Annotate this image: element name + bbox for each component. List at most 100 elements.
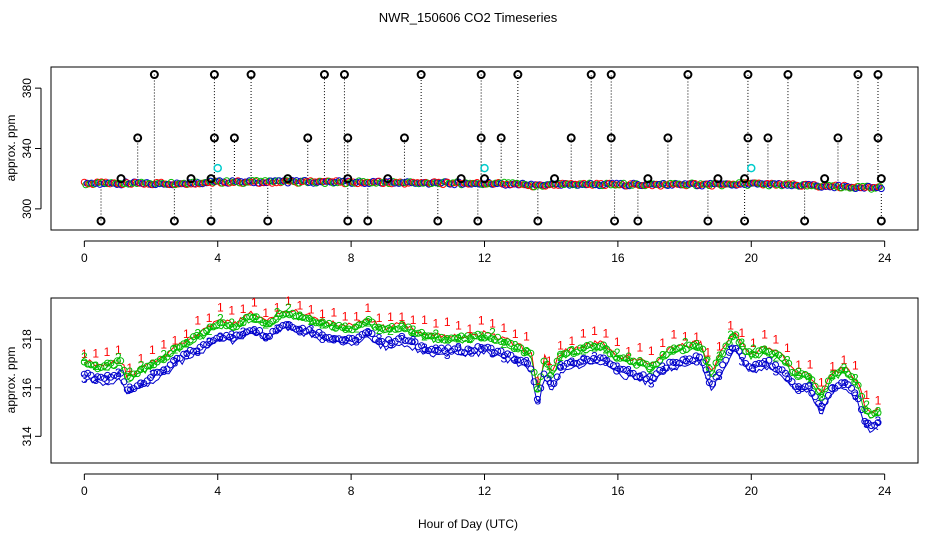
bottom-series-point	[345, 325, 353, 333]
bottom-series-label-3: 3	[875, 414, 882, 428]
bottom-series-point	[153, 368, 161, 376]
bottom-series-point	[616, 354, 624, 362]
bottom-series-label-1: 1	[444, 315, 451, 329]
bottom-series-label-2: 2	[693, 337, 700, 351]
bottom-series-label-1: 1	[104, 345, 111, 359]
bottom-series-point	[381, 340, 389, 348]
bottom-series-point	[216, 319, 224, 327]
bottom-series-point	[722, 356, 730, 364]
bottom-series-label-1: 1	[535, 374, 542, 388]
bottom-series-label-2: 2	[705, 354, 712, 368]
bottom-series-point	[295, 325, 303, 333]
bottom-series-point	[166, 361, 174, 369]
bottom-series-point	[487, 344, 495, 352]
bottom-series-label-2: 2	[92, 359, 99, 373]
bottom-series-point	[781, 358, 789, 366]
bottom-series-point	[368, 330, 376, 338]
bottom-series-point	[762, 347, 770, 355]
bottom-series-label-2: 2	[104, 360, 111, 374]
bottom-series-point	[798, 370, 806, 378]
bottom-series-label-2: 2	[727, 328, 734, 342]
bottom-series-label-2: 2	[784, 353, 791, 367]
bottom-series-label-2: 2	[296, 309, 303, 323]
bottom-series-label-2: 2	[739, 336, 746, 350]
bottom-series-point	[137, 379, 145, 387]
bottom-series-point	[342, 336, 350, 344]
bottom-series-label-3: 3	[206, 335, 213, 349]
bottom-x-tick-label: 4	[214, 484, 221, 498]
bottom-series-label-1: 1	[580, 326, 587, 340]
top-outlier-point	[473, 216, 483, 226]
top-outlier-point	[873, 70, 883, 80]
bottom-series-point	[358, 331, 366, 338]
bottom-series-label-3: 3	[773, 364, 780, 378]
bottom-series-point	[328, 323, 336, 331]
bottom-series-point	[295, 312, 303, 320]
bottom-series-point	[365, 329, 373, 336]
top-outlier-point	[683, 70, 693, 80]
top-outlier-point	[606, 133, 616, 143]
bottom-series-label-3: 3	[149, 368, 156, 382]
bottom-series-point	[299, 314, 307, 321]
bottom-series-point	[104, 359, 111, 367]
bottom-series-label-2: 2	[682, 336, 689, 350]
bottom-series-label-3: 3	[500, 352, 507, 366]
bottom-series-point	[275, 324, 283, 332]
bottom-series-point	[755, 360, 763, 367]
bottom-x-tick-label: 20	[745, 484, 759, 498]
bottom-series-point	[537, 384, 545, 392]
bottom-series-point	[874, 409, 882, 417]
bottom-series-point	[457, 348, 465, 356]
bottom-series-point	[213, 334, 221, 342]
bottom-series-point	[808, 376, 816, 384]
bottom-series-point	[404, 337, 412, 345]
bottom-series-point	[441, 336, 449, 344]
bottom-series-label-1: 1	[523, 329, 530, 343]
bottom-series-point	[428, 332, 436, 340]
bottom-series-label-1: 1	[682, 330, 689, 344]
bottom-series-point	[431, 346, 439, 354]
bottom-series-point	[570, 359, 578, 367]
bottom-series-point	[553, 357, 561, 365]
bottom-series-label-3: 3	[444, 348, 451, 362]
bottom-series-label-2: 2	[500, 337, 507, 351]
bottom-series-point	[735, 347, 743, 355]
bottom-series-point	[292, 325, 300, 333]
bottom-series-point	[510, 345, 518, 352]
bottom-series-point	[120, 366, 128, 374]
bottom-series-point	[586, 341, 594, 349]
bottom-series-point	[173, 354, 181, 362]
bottom-series-point	[130, 370, 138, 378]
bottom-series-point	[147, 374, 154, 382]
top-x-tick-label: 24	[878, 251, 892, 265]
bottom-series-label-1: 1	[705, 346, 712, 360]
bottom-series-point	[659, 351, 667, 358]
bottom-series-point	[517, 344, 525, 352]
bottom-series-point	[497, 338, 505, 345]
bottom-series-point	[633, 373, 641, 381]
bottom-series-point	[246, 313, 254, 321]
bottom-series-point	[266, 332, 273, 340]
bottom-series-label-3: 3	[750, 362, 757, 376]
bottom-series-point	[576, 344, 584, 352]
bottom-series-label-3: 3	[705, 369, 712, 383]
bottom-series-label-1: 1	[489, 317, 496, 331]
bottom-series-label-3: 3	[183, 349, 190, 363]
bottom-series-label-1: 1	[296, 299, 303, 313]
bottom-series-label-1: 1	[761, 328, 768, 342]
bottom-series-label-2: 2	[330, 319, 337, 333]
bottom-series-label-1: 1	[183, 327, 190, 341]
bottom-series-point	[312, 319, 320, 327]
bottom-series-point	[606, 360, 614, 368]
bottom-series-point	[170, 344, 178, 352]
bottom-series-point	[117, 357, 125, 365]
bottom-series-label-3: 3	[240, 325, 247, 339]
bottom-series-point	[755, 347, 763, 355]
bottom-series-label-3: 3	[569, 355, 576, 369]
bottom-series-point	[338, 336, 346, 344]
bottom-series-label-2: 2	[172, 343, 179, 357]
top-outlier-point	[476, 70, 486, 80]
bottom-series-label-1: 1	[841, 353, 848, 367]
bottom-series-point	[494, 347, 502, 355]
bottom-series-point	[520, 349, 528, 357]
